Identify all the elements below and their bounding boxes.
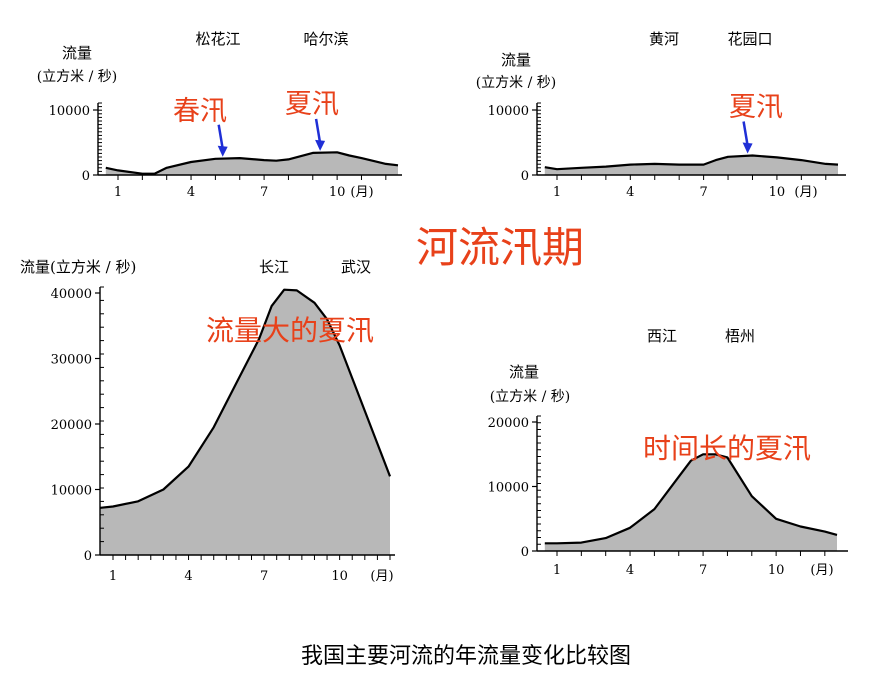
river-name: 松花江	[195, 30, 240, 48]
x-unit-label: (月)	[810, 563, 833, 578]
x-tick-label: 10	[769, 185, 786, 200]
annotation-arrow-head	[217, 145, 228, 157]
river-name: 黄河	[649, 30, 679, 48]
y-axis-label: 流量	[62, 44, 92, 62]
figure-caption: 我国主要河流的年流量变化比较图	[301, 644, 631, 669]
flow-line	[544, 453, 838, 545]
y-axis-unit: (立方米 / 秒)	[37, 69, 118, 85]
chart-yangtze-wuhan: 流量(立方米 / 秒) 长江 武汉 40000 30000 20000 10000 0 1…	[20, 258, 395, 584]
chart-xijiang-wuzhou: 西江 梧州 流量 (立方米 / 秒) 20000 10000 0 1 4 7 10 (月) 时…	[488, 327, 848, 578]
y-axis-unit: (立方米 / 秒)	[490, 389, 571, 405]
y-axis-label: 流量	[501, 51, 531, 69]
y-tick-label: 10000	[49, 104, 90, 119]
annotation-long-summer-flood: 时间长的夏汛	[643, 432, 811, 465]
annotation-arrow-head	[315, 139, 326, 151]
plot-area: 10000 0 1 4 7 10 (月)	[49, 102, 402, 200]
y-tick-label: 0	[82, 169, 90, 184]
x-tick-label: 10	[331, 569, 348, 584]
x-tick-label: 1	[553, 563, 561, 578]
flow-line	[544, 154, 839, 171]
y-tick-label: 10000	[488, 481, 529, 496]
chart-songhua-harbin: 松花江 哈尔滨 流量 (立方米 / 秒) 10000 0 1 4 7 10 (月) 春汛 夏…	[37, 30, 402, 200]
flow-area	[544, 454, 837, 551]
annotation-summer-flood: 夏汛	[285, 89, 339, 120]
y-axis-label: 流量(立方米 / 秒)	[20, 258, 136, 276]
station-name: 花园口	[727, 30, 772, 48]
y-tick-label: 30000	[51, 353, 92, 368]
x-unit-label: (月)	[350, 185, 373, 200]
y-tick-label: 20000	[51, 418, 92, 433]
flow-line	[105, 151, 399, 175]
x-tick-label: 4	[187, 185, 195, 200]
x-unit-label: (月)	[794, 185, 817, 200]
annotation-arrow-shaft	[742, 121, 749, 146]
figure-title: 河流汛期	[416, 223, 584, 272]
annotation-arrow-head	[742, 142, 753, 154]
x-tick-label: 7	[260, 185, 268, 200]
annotation-arrow-shaft	[314, 118, 322, 144]
y-axis-label: 流量	[509, 363, 539, 381]
annotation-arrow-shaft	[217, 124, 224, 149]
y-tick-label: 40000	[51, 287, 92, 302]
y-axis-unit: (立方米 / 秒)	[476, 75, 557, 91]
river-name: 长江	[259, 258, 289, 276]
x-tick-label: 1	[553, 185, 561, 200]
y-tick-label: 0	[521, 545, 529, 560]
x-tick-label: 1	[109, 569, 117, 584]
x-tick-label: 7	[699, 563, 707, 578]
flow-line	[100, 288, 392, 509]
station-name: 梧州	[725, 327, 755, 345]
x-tick-label: 7	[260, 569, 268, 584]
chart-yellow-river-huayuankou: 黄河 花园口 流量 (立方米 / 秒) 10000 0 1 4 7 10 (月) 夏汛	[476, 30, 846, 200]
plot-area: 20000 10000 0 1 4 7 10 (月)	[488, 415, 848, 578]
x-tick-label: 1	[114, 185, 122, 200]
y-tick-label: 10000	[51, 484, 92, 499]
x-tick-label: 10	[768, 563, 785, 578]
station-name: 武汉	[341, 258, 371, 276]
x-tick-label: 4	[626, 185, 634, 200]
x-tick-label: 4	[184, 569, 192, 584]
river-name: 西江	[647, 327, 677, 345]
plot-area: 10000 0 1 4 7 10 (月)	[488, 102, 846, 200]
y-tick-label: 0	[84, 549, 92, 564]
flow-area	[100, 289, 391, 555]
annotation-large-summer-flood: 流量大的夏汛	[206, 314, 374, 347]
plot-area: 40000 30000 20000 10000 0 1 4 7 10 (月)	[51, 286, 395, 584]
y-tick-label: 10000	[488, 104, 529, 119]
x-tick-label: 10	[329, 185, 346, 200]
x-tick-label: 7	[699, 185, 707, 200]
x-unit-label: (月)	[370, 569, 393, 584]
flow-area	[105, 152, 399, 175]
annotation-summer-flood: 夏汛	[729, 92, 783, 123]
y-tick-label: 0	[521, 169, 529, 184]
station-name: 哈尔滨	[303, 30, 348, 48]
x-tick-label: 4	[626, 563, 634, 578]
y-tick-label: 20000	[488, 416, 529, 431]
annotation-spring-flood: 春汛	[173, 96, 227, 127]
